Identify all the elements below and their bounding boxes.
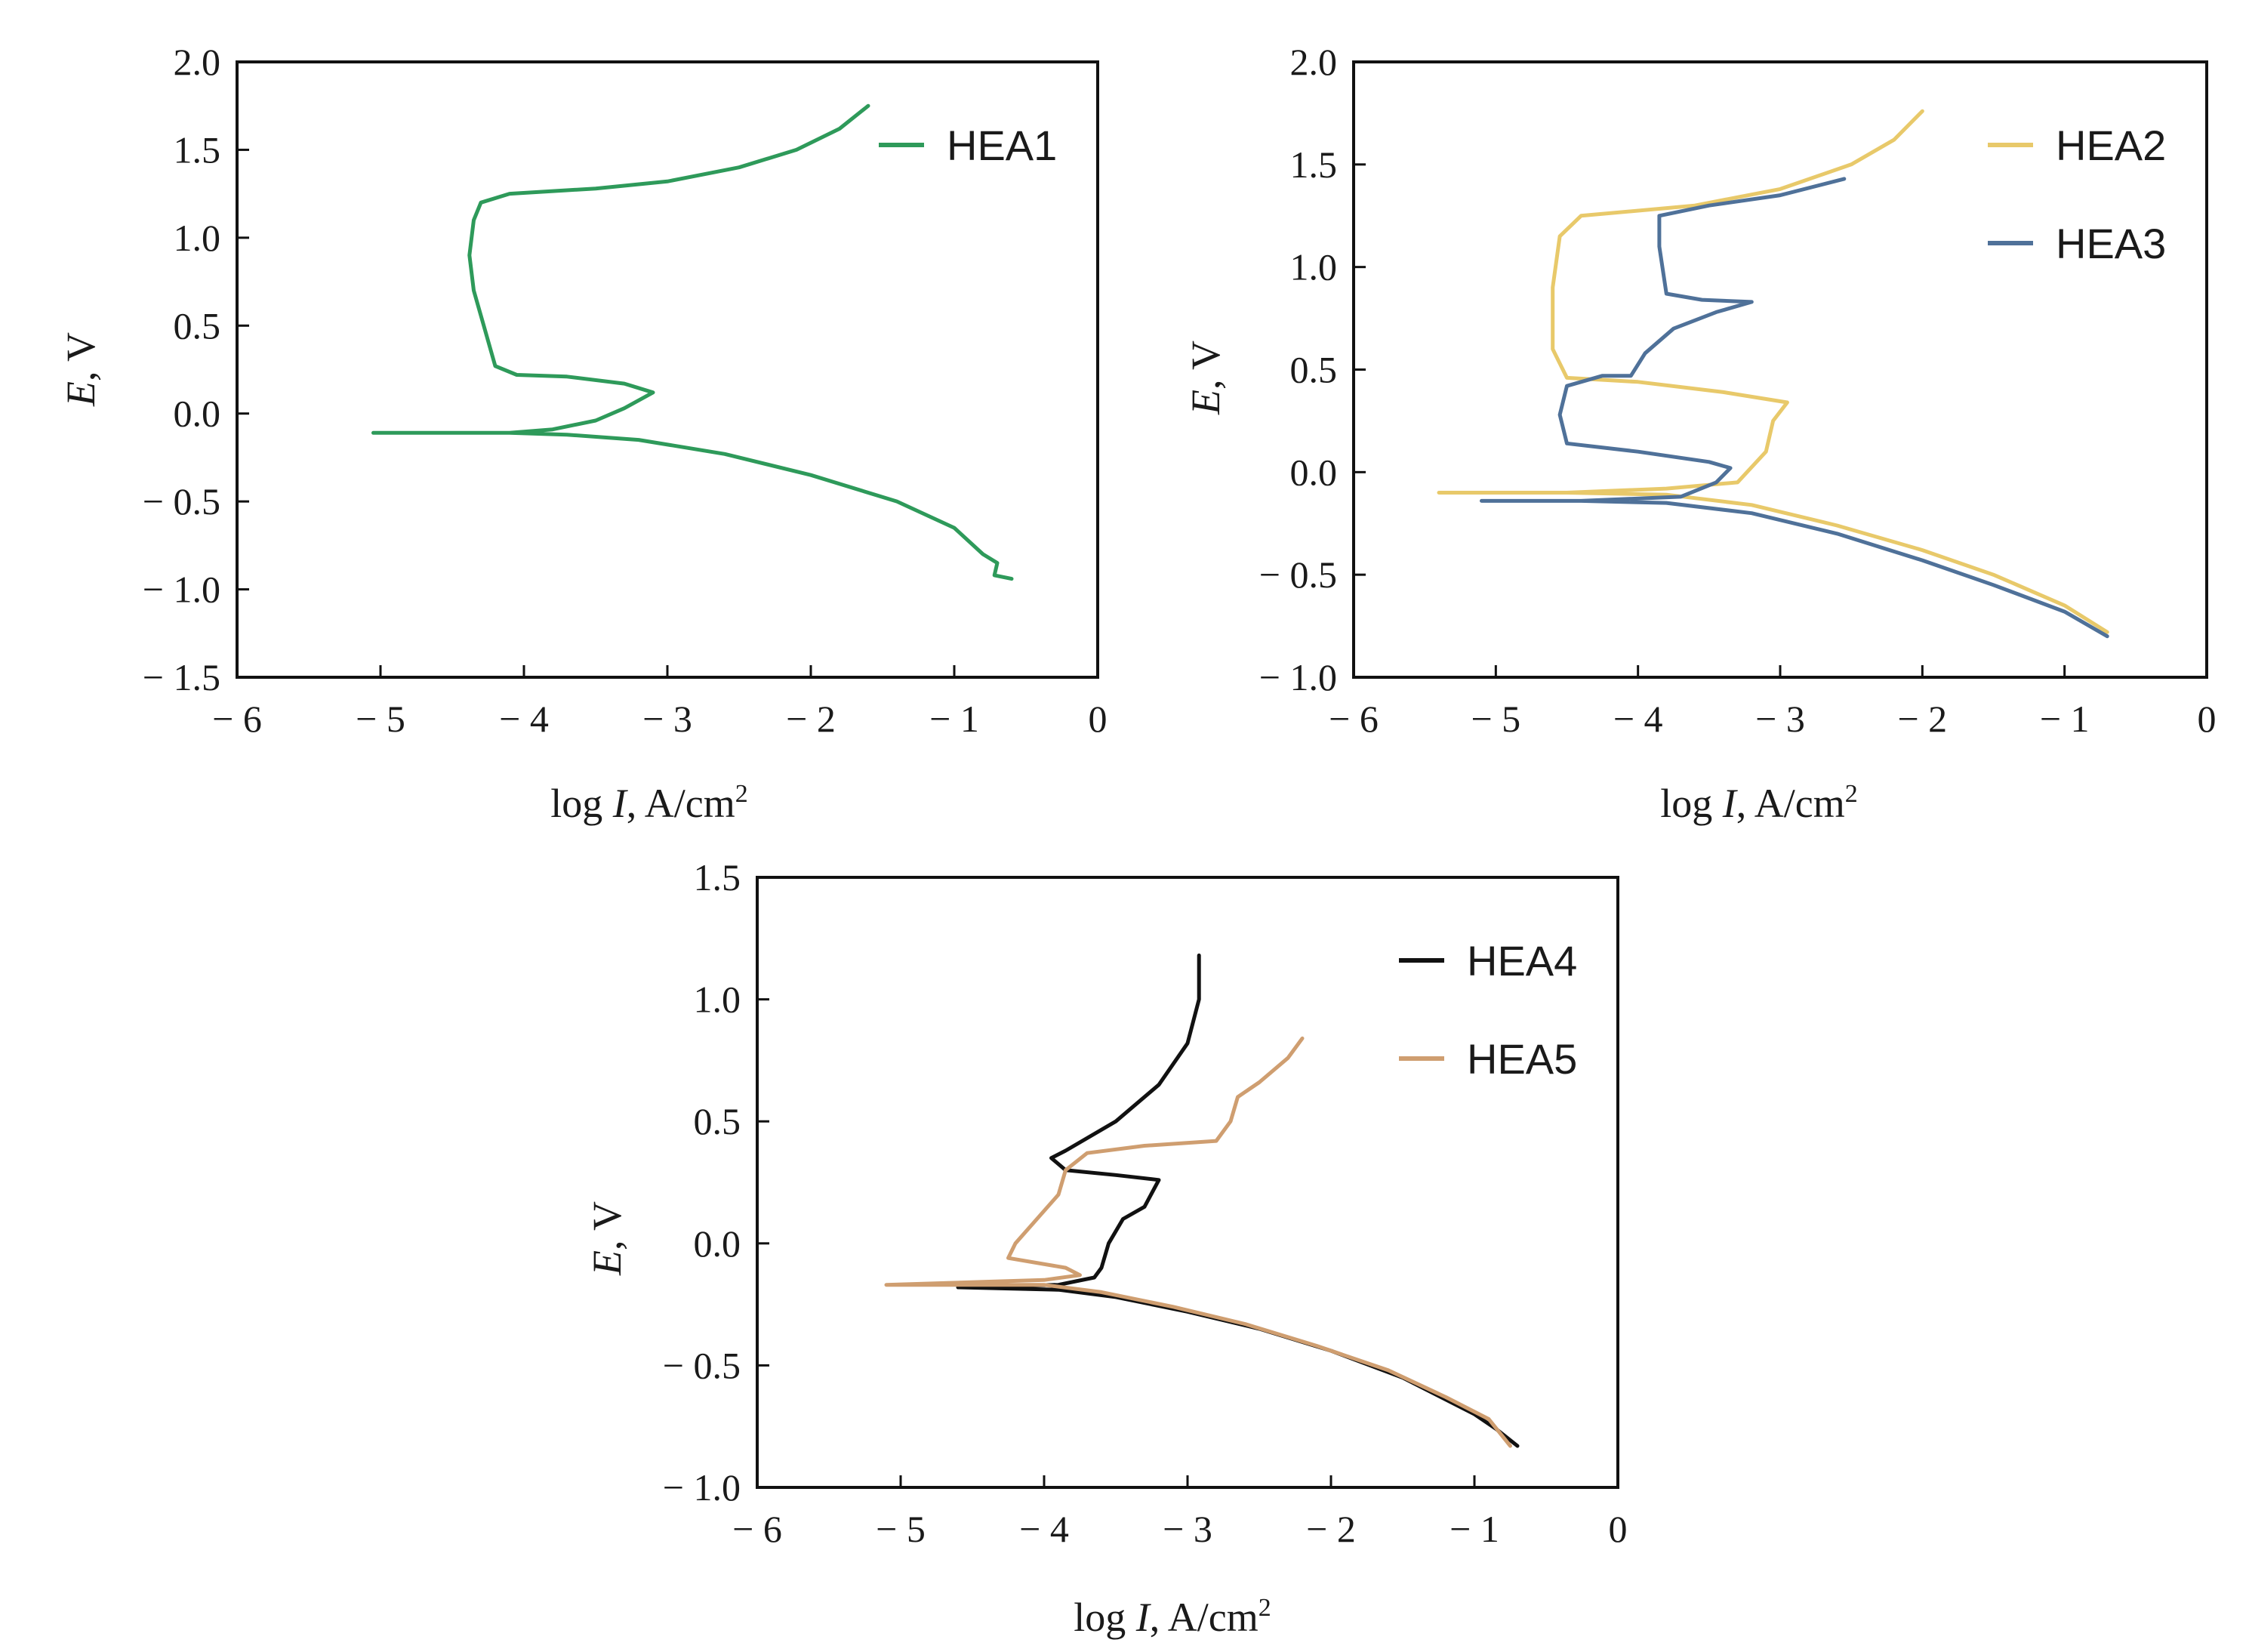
x-tick-label: 0 xyxy=(1609,1508,1628,1550)
y-tick-label: − 1.0 xyxy=(663,1466,741,1509)
x-tick-label: − 6 xyxy=(212,698,262,740)
series-line-hea1 xyxy=(371,103,1014,581)
y-tick-label: 2.0 xyxy=(1290,41,1338,83)
x-tick-label: − 3 xyxy=(1163,1508,1212,1550)
legend-label: HEA3 xyxy=(2056,220,2166,267)
legend: HEA4 HEA5 xyxy=(1399,937,1577,1083)
x-tick-label: − 6 xyxy=(732,1508,782,1550)
y-tick-label: 0.5 xyxy=(174,304,221,347)
y-axis-label: E, V xyxy=(584,1201,630,1276)
x-tick-label: − 2 xyxy=(1897,698,1947,740)
x-axis: − 6 − 5 − 4 − 3 − 2 − 1 0 xyxy=(732,1475,1628,1550)
y-tick-label: 1.5 xyxy=(1290,143,1338,186)
x-axis-label: log I, A/cm2 xyxy=(550,780,748,826)
x-tick-label: − 4 xyxy=(1613,698,1663,740)
y-tick-label: 0.0 xyxy=(1290,451,1338,493)
y-tick-label: 0.0 xyxy=(694,1222,741,1265)
legend: HEA2 HEA3 xyxy=(1988,122,2166,267)
y-tick-label: 0.5 xyxy=(1290,349,1338,391)
legend-label: HEA2 xyxy=(2056,122,2166,169)
y-tick-label: 1.0 xyxy=(694,979,741,1021)
x-tick-label: − 1 xyxy=(2040,698,2090,740)
y-tick-label: − 0.5 xyxy=(663,1344,741,1386)
y-tick-label: 2.0 xyxy=(174,41,221,83)
x-tick-label: − 2 xyxy=(1306,1508,1356,1550)
x-tick-label: − 4 xyxy=(499,698,549,740)
series-layer xyxy=(884,953,1520,1448)
series-line-hea5 xyxy=(884,1036,1512,1448)
y-tick-label: 1.5 xyxy=(174,128,221,171)
x-tick-label: − 4 xyxy=(1019,1508,1069,1550)
chart-panel-hea1: − 1.5 − 1.0 − 0.5 0.0 0.5 1.0 1.5 2.0 − 6 − 5 − 4… xyxy=(58,41,1108,826)
series-line-hea4 xyxy=(956,953,1520,1448)
x-tick-label: − 6 xyxy=(1329,698,1379,740)
y-tick-label: 1.5 xyxy=(694,856,741,898)
y-tick-label: 0.5 xyxy=(694,1100,741,1142)
x-tick-label: 0 xyxy=(2198,698,2217,740)
y-axis-label: E, V xyxy=(1183,341,1228,415)
series-line-hea2 xyxy=(1437,109,2109,634)
x-axis-label: log I, A/cm2 xyxy=(1660,780,1858,826)
x-tick-label: − 1 xyxy=(1450,1508,1499,1550)
x-axis-label: log I, A/cm2 xyxy=(1074,1594,1271,1640)
y-tick-label: − 1.0 xyxy=(143,569,220,611)
x-tick-label: − 2 xyxy=(786,698,836,740)
y-tick-label: 1.0 xyxy=(1290,246,1338,288)
x-axis: − 6 − 5 − 4 − 3 − 2 − 1 0 xyxy=(1329,665,2217,740)
y-tick-label: − 1.0 xyxy=(1259,656,1337,698)
y-tick-label: 1.0 xyxy=(174,217,221,259)
series-layer xyxy=(1437,109,2109,639)
y-tick-label: − 1.5 xyxy=(143,656,220,698)
chart-panel-hea4-hea5: − 1.0− 0.50.00.51.01.5 − 6− 5− 4− 3− 2− … xyxy=(584,856,1628,1640)
x-tick-label: 0 xyxy=(1089,698,1108,740)
y-axis: − 1.0 − 0.5 0.0 0.5 1.0 1.5 xyxy=(663,856,769,1509)
x-tick-label: − 1 xyxy=(929,698,979,740)
legend-label: HEA5 xyxy=(1467,1035,1577,1083)
x-axis: − 6 − 5 − 4 − 3 − 2 − 1 0 xyxy=(212,665,1108,740)
y-axis: − 1.0 − 0.5 0.0 0.5 1.0 1.5 2.0 xyxy=(1259,41,1366,698)
legend: HEA1 xyxy=(879,122,1057,169)
x-tick-label: − 3 xyxy=(642,698,692,740)
chart-panel-hea2-hea3: − 1.0− 0.50.00.51.01.52.0 − 6− 5− 4− 3− … xyxy=(1183,41,2217,826)
legend-label: HEA4 xyxy=(1467,937,1577,985)
series-layer xyxy=(371,103,1014,581)
y-tick-label: 0.0 xyxy=(174,393,221,435)
y-tick-label: − 0.5 xyxy=(1259,553,1337,596)
legend-label: HEA1 xyxy=(947,122,1057,169)
series-line-hea3 xyxy=(1480,177,2109,639)
y-axis-label: E, V xyxy=(58,332,103,407)
x-tick-label: − 5 xyxy=(876,1508,926,1550)
x-tick-label: − 3 xyxy=(1755,698,1805,740)
y-axis: − 1.5 − 1.0 − 0.5 0.0 0.5 1.0 1.5 2.0 xyxy=(143,41,249,698)
x-tick-label: − 5 xyxy=(356,698,405,740)
x-tick-label: − 5 xyxy=(1471,698,1520,740)
y-tick-label: − 0.5 xyxy=(143,480,220,522)
